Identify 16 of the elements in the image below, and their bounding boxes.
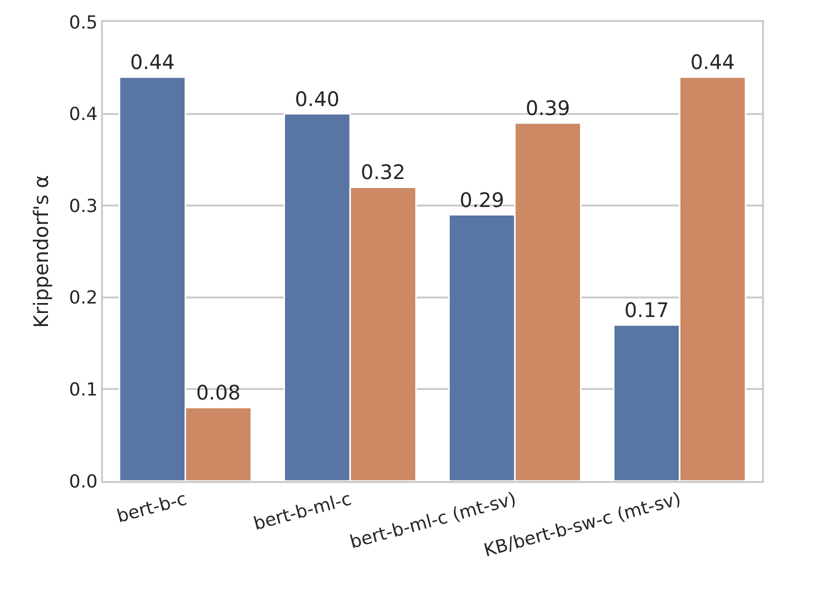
y-tick-label: 0.0 (69, 471, 98, 492)
y-axis-title: Krippendorf's α (29, 175, 54, 328)
data-label: 0.44 (130, 50, 175, 74)
x-tick-label: bert-b-c (114, 488, 190, 528)
data-label: 0.40 (294, 86, 340, 111)
data-label: 0.08 (196, 380, 241, 405)
data-label: 0.32 (360, 160, 406, 184)
y-tick-label: 0.5 (69, 12, 98, 34)
y-tick-label: 0.4 (69, 104, 98, 126)
y-tick-label: 0.2 (69, 288, 98, 309)
data-label: 0.44 (690, 50, 735, 74)
data-label: 0.17 (624, 298, 669, 322)
data-label: 0.39 (526, 96, 570, 120)
y-tick-label: 0.1 (69, 380, 98, 400)
y-tick-label: 0.3 (69, 196, 98, 217)
data-label: 0.29 (460, 188, 504, 212)
